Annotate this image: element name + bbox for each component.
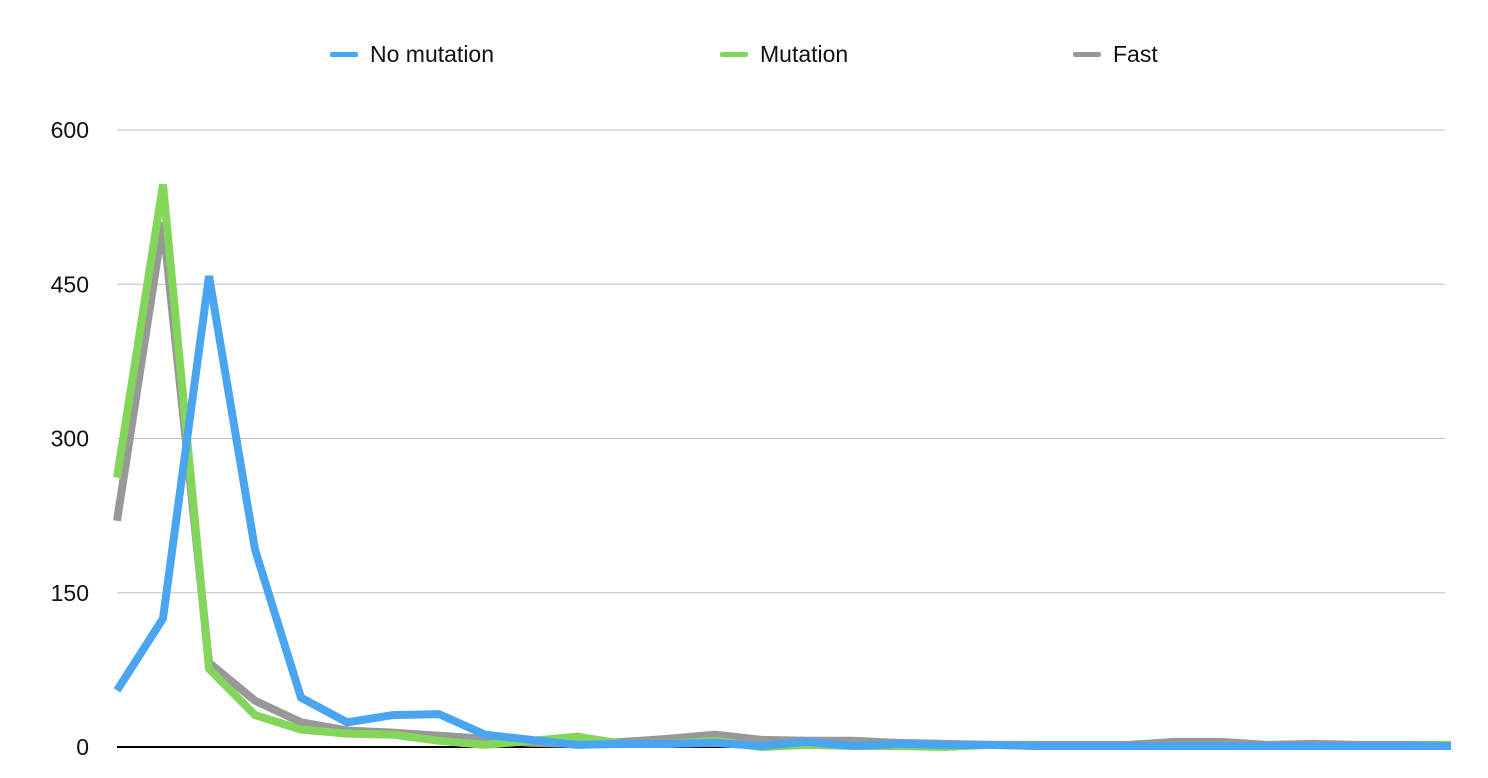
legend-label-mutation: Mutation <box>760 40 849 67</box>
series-line-no-mutation <box>113 275 1451 751</box>
y-tick-label: 600 <box>51 117 89 143</box>
legend-item-no-mutation: No mutation <box>330 38 494 70</box>
legend-item-mutation: Mutation <box>720 38 848 70</box>
legend-label-fast: Fast <box>1113 40 1158 67</box>
y-tick-label: 0 <box>76 734 89 760</box>
legend: No mutation Mutation Fast <box>0 38 1488 70</box>
series-lines <box>113 183 1452 752</box>
legend-swatch-no-mutation <box>330 51 358 57</box>
y-tick-label: 150 <box>51 580 89 606</box>
y-axis-ticks: 0 150 300 450 600 <box>51 117 89 760</box>
legend-item-fast: Fast <box>1073 38 1158 70</box>
legend-label-no-mutation: No mutation <box>370 40 495 67</box>
series-line-fast <box>113 221 1451 749</box>
y-tick-label: 300 <box>51 426 89 452</box>
series-line-mutation <box>113 183 1452 752</box>
gridlines <box>117 129 1445 748</box>
legend-swatch-fast <box>1073 51 1101 57</box>
y-tick-label: 450 <box>51 271 89 297</box>
legend-swatch-mutation <box>720 51 748 57</box>
